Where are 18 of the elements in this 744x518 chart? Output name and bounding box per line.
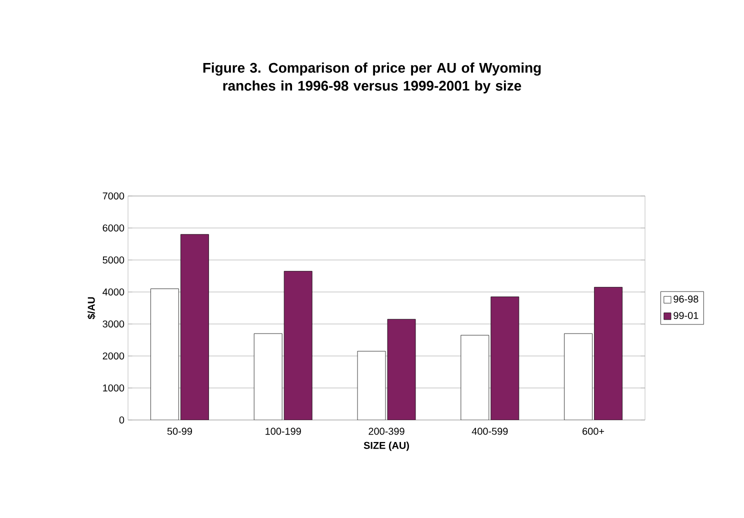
legend-label: 96-98: [674, 296, 698, 303]
y-axis-title: $/AU: [87, 297, 96, 320]
x-axis-title: SIZE (AU): [364, 442, 409, 451]
y-tick-label: 7000: [102, 192, 124, 200]
x-tick-label: 400-599: [472, 428, 508, 435]
x-tick-label: 200-399: [368, 428, 404, 435]
y-tick-label: 2000: [102, 352, 124, 360]
chart-title: Figure 3. Comparison of price per AU of Wyoming ranches in 1996-98 versus 1999-2001 by size: [203, 62, 541, 94]
y-tick-label: 4000: [102, 288, 124, 296]
y-tick-label: 1000: [103, 384, 124, 392]
y-tick-label: 5000: [102, 256, 124, 264]
x-tick-label: 100-199: [266, 428, 301, 435]
y-tick-label: 0: [119, 416, 124, 424]
y-tick-label: 3000: [102, 320, 124, 328]
y-tick-label: 6000: [102, 224, 124, 232]
legend-label: 99-01: [674, 312, 698, 320]
x-tick-label: 600+: [582, 428, 604, 435]
x-tick-label: 50-99: [167, 428, 192, 435]
